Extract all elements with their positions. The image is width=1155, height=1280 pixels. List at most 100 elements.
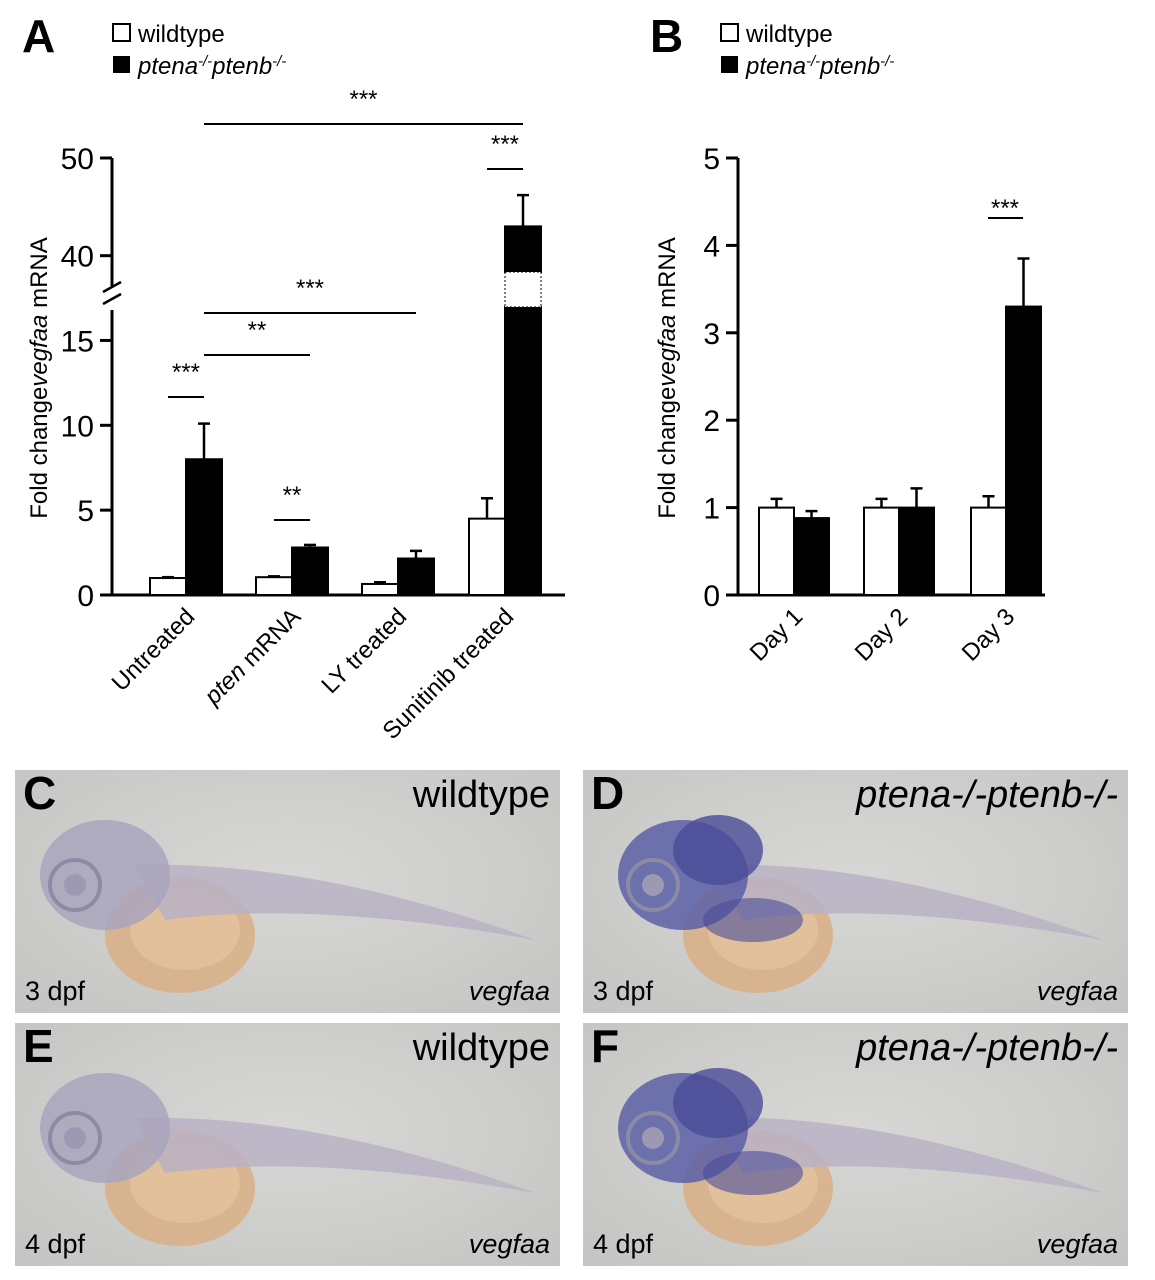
eye-lens [642,1127,664,1149]
stage-label: 4 dpf [593,1229,654,1259]
bar [504,306,542,596]
legend-label-mutant: ptena-/-ptenb-/- [745,53,894,80]
bar [397,557,435,596]
eye [48,1111,102,1165]
stain-region [703,1151,803,1195]
y-tick-label: 15 [61,325,94,358]
axis-break-mark [102,292,122,306]
gene-label: vegfaa [468,976,550,1006]
photo-panel-c: C wildtype 3 dpf vegfaa [15,770,560,1013]
bar-break [504,271,542,308]
legend-swatch-mutant [113,56,130,73]
photo-panel-f: F ptena-/-ptenb-/- 4 dpf vegfaa [583,1023,1128,1266]
panel-label-a: A [22,10,55,62]
x-tick-label: Day 1 [745,603,808,666]
panel-label-b: B [650,10,683,62]
x-tick-label: pten mRNA [199,603,307,711]
bar [970,506,1007,597]
bar [504,225,542,273]
y-axis-label: Fold changevegfaa mRNA [26,237,53,519]
tail [135,864,535,940]
tail [713,1117,1103,1193]
tail [713,864,1103,940]
stain-region [673,815,763,885]
eye-lens [642,874,664,896]
photo-panel-d: D ptena-/-ptenb-/- 3 dpf vegfaa [583,770,1128,1013]
eye [626,1111,680,1165]
x-tick-label: Day 2 [850,603,913,666]
bar [361,582,399,597]
genotype-label: wildtype [412,774,550,816]
legend-label-mutant: ptena-/-ptenb-/- [137,53,286,80]
legend-swatch-wildtype [720,23,739,42]
significance-label: *** [491,131,519,158]
bar [1005,305,1042,596]
stage-label: 4 dpf [25,1229,86,1259]
y-tick-label: 40 [61,241,94,274]
y-tick-label: 0 [77,580,94,613]
legend-swatch-mutant [721,56,738,73]
y-tick-label: 4 [703,230,720,263]
gene-label: vegfaa [1036,1229,1118,1259]
stage-label: 3 dpf [25,976,86,1006]
y-tick-label: 50 [61,143,94,176]
bar [149,577,187,596]
head [40,820,170,930]
eye-lens [64,1127,86,1149]
significance-label: *** [296,275,324,302]
embryo-image [40,1073,535,1246]
panel-label-f: F [591,1023,620,1072]
stain-region [703,898,803,942]
photo-panel-e: E wildtype 4 dpf vegfaa [15,1023,560,1266]
y-tick-label: 10 [61,410,94,443]
y-axis-label: Fold changevegfaa mRNA [654,237,681,519]
genotype-label: ptena-/-ptenb-/- [856,774,1118,816]
gene-label: vegfaa [468,1229,550,1259]
embryo-image [40,820,535,993]
significance-label: *** [349,86,377,113]
x-tick-label: Untreated [107,603,201,697]
gene-label: vegfaa [1036,976,1118,1006]
embryo-image [618,1068,1103,1246]
significance-label: ** [248,317,267,344]
legend-label-wildtype: wildtype [137,21,225,48]
panel-label-e: E [23,1023,54,1072]
bar [898,506,935,597]
significance-label: ** [283,482,302,509]
y-tick-label: 5 [703,143,720,176]
y-tick-label: 1 [703,493,720,526]
tail [135,1117,535,1193]
bar [863,506,900,597]
bar [468,517,506,596]
genotype-label: wildtype [412,1027,550,1069]
bar [793,517,830,597]
y-tick-label: 5 [77,495,94,528]
y-tick-label: 0 [703,580,720,613]
stage-label: 3 dpf [593,976,654,1006]
legend-swatch-wildtype [112,23,131,42]
eye-lens [64,874,86,896]
head [40,1073,170,1183]
bar [255,576,293,597]
genotype-label: ptena-/-ptenb-/- [856,1027,1118,1069]
eye [48,858,102,912]
panel-label-c: C [23,770,57,819]
axis-break-mark [102,280,122,294]
eye [626,858,680,912]
x-tick-label: Day 3 [957,603,1020,666]
y-tick-label: 3 [703,318,720,351]
x-tick-label: LY treated [316,603,412,699]
significance-label: *** [172,359,200,386]
bar [291,546,329,597]
embryo-image [618,815,1103,993]
legend-label-wildtype: wildtype [745,21,833,48]
significance-label: *** [991,195,1019,222]
bar [758,506,795,597]
y-tick-label: 2 [703,405,720,438]
stain-region [673,1068,763,1138]
panel-label-d: D [591,770,625,819]
bar [185,458,223,596]
